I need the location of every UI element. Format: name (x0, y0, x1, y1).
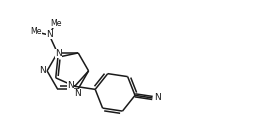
Text: N: N (55, 49, 62, 58)
Text: Me: Me (30, 27, 42, 36)
Text: N: N (39, 66, 46, 75)
Text: N: N (74, 89, 81, 98)
Text: N: N (46, 31, 53, 40)
Text: Me: Me (50, 19, 61, 28)
Text: N: N (67, 81, 74, 90)
Text: N: N (154, 93, 161, 102)
